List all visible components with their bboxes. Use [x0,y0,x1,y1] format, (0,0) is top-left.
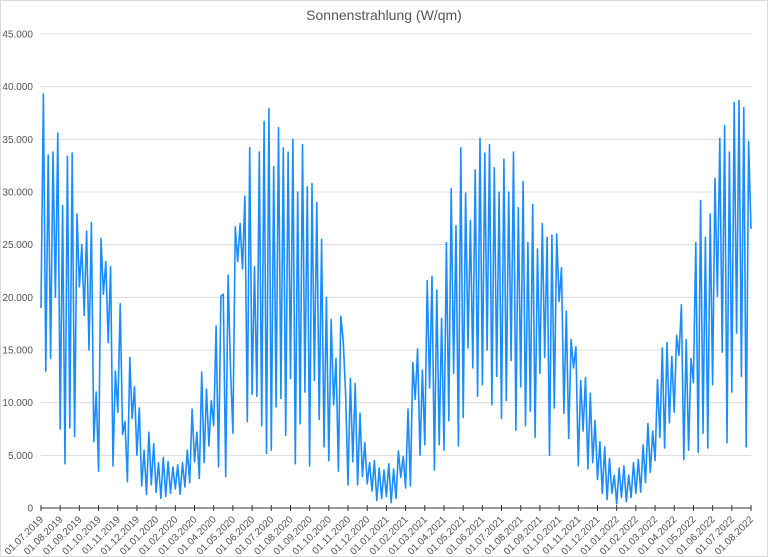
chart-title: Sonnenstrahlung (W/qm) [306,7,462,23]
y-tick-label: 20.000 [2,293,33,304]
y-tick-label: 45.000 [2,30,33,41]
y-tick-label: 40.000 [2,82,33,93]
y-tick-label: 15.000 [2,346,33,357]
series-line [40,93,752,505]
y-tick-label: 35.000 [2,135,33,146]
y-tick-label: 25.000 [2,240,33,251]
y-tick-label: 5.000 [8,451,33,462]
y-tick-label: 30.000 [2,188,33,199]
y-tick-label: 0 [27,504,33,515]
y-tick-label: 10.000 [2,398,33,409]
